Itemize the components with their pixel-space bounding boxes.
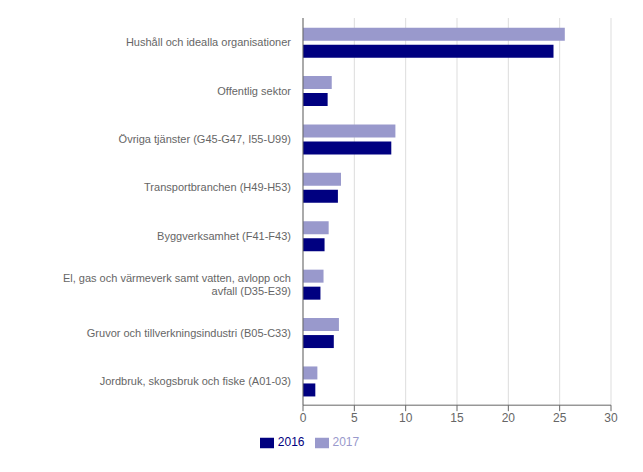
svg-text:Övriga tjänster (G45-G47, I55-: Övriga tjänster (G45-G47, I55-U99): [119, 133, 291, 145]
svg-text:El, gas och värmeverk samt vat: El, gas och värmeverk samt vatten, avlop…: [63, 272, 291, 284]
svg-text:Byggverksamhet (F41-F43): Byggverksamhet (F41-F43): [157, 230, 291, 242]
html-text:2017: 2017: [332, 435, 360, 450]
html-text:2016: 2016: [277, 435, 305, 450]
svg-text:30: 30: [604, 411, 618, 425]
svg-text:avfall (D35-E39): avfall (D35-E39): [212, 285, 291, 297]
svg-text:10: 10: [399, 411, 413, 425]
svg-text:Transportbranchen (H49-H53): Transportbranchen (H49-H53): [144, 181, 291, 193]
svg-text:5: 5: [351, 411, 358, 425]
svg-text:25: 25: [553, 411, 567, 425]
svg-text:20: 20: [502, 411, 516, 425]
svg-text:Gruvor och tillverkningsindust: Gruvor och tillverkningsindustri (B05-C3…: [87, 327, 291, 339]
svg-text:15: 15: [450, 411, 464, 425]
svg-text:Offentlig sektor: Offentlig sektor: [217, 85, 291, 97]
svg-text:Hushåll och idealla organisati: Hushåll och idealla organisationer: [126, 36, 291, 48]
svg-text:0: 0: [300, 411, 307, 425]
svg-text:Jordbruk, skogsbruk och fiske: Jordbruk, skogsbruk och fiske (A01-03): [100, 375, 291, 387]
